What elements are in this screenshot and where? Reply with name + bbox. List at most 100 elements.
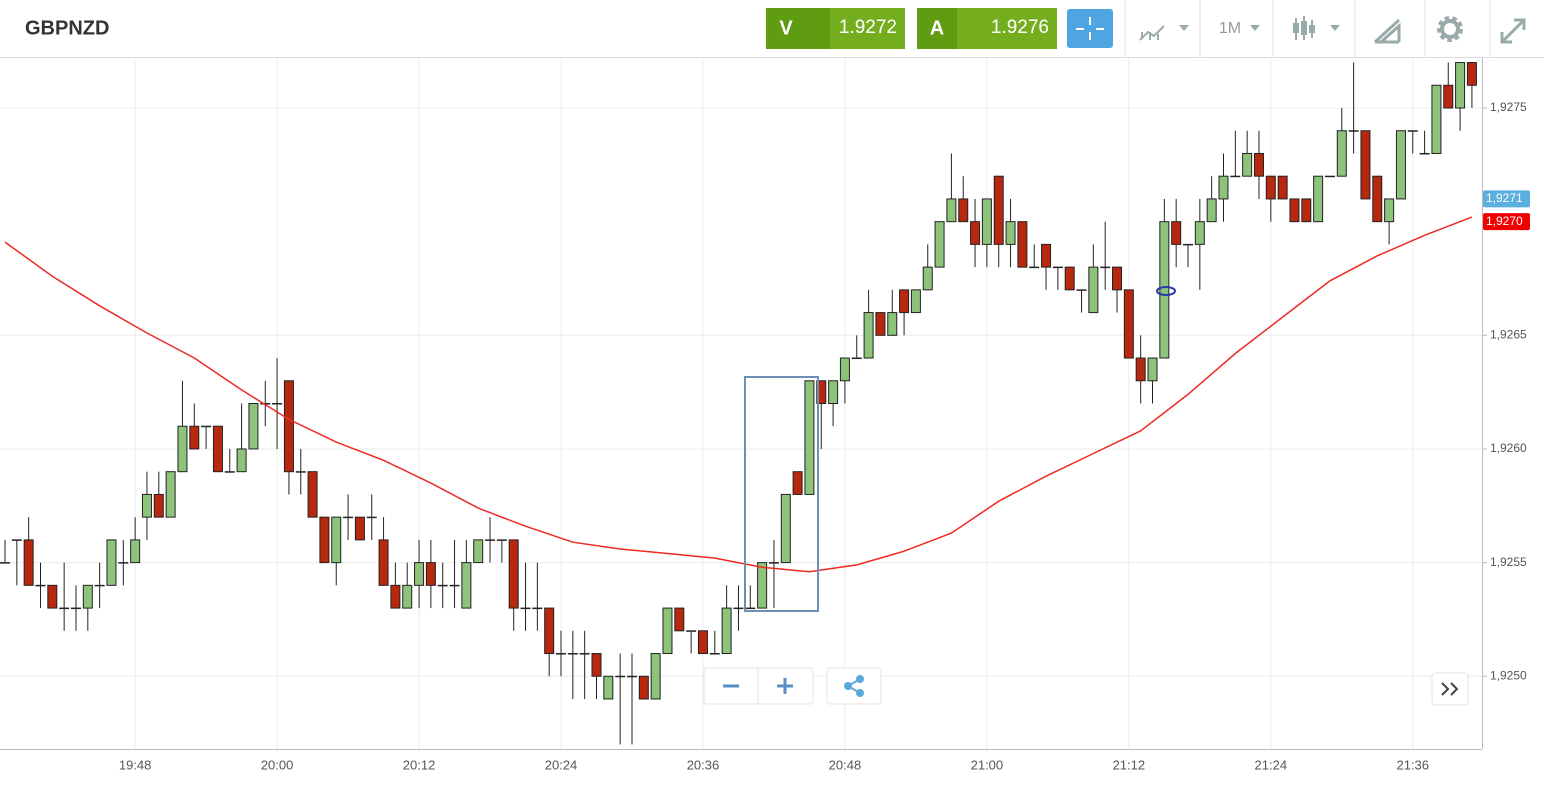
candle-body: [1301, 198, 1312, 223]
y-tick-label: 1,9255: [1490, 555, 1527, 569]
candle-body: [1348, 130, 1359, 132]
candle-body: [272, 403, 283, 405]
candle-body: [863, 312, 874, 359]
candle-body: [946, 198, 957, 223]
candle-body: [496, 539, 507, 541]
candle-body: [1419, 152, 1430, 155]
candle-body: [1194, 221, 1205, 245]
buy-button[interactable]: A 1.9276: [917, 8, 1057, 49]
candle-body: [532, 607, 543, 610]
candle-body: [615, 675, 626, 678]
symbol: GBPNZD: [25, 17, 109, 39]
y-tick-label: 1,9265: [1490, 327, 1527, 341]
candle-body: [508, 539, 519, 609]
moving-average: [4, 216, 1473, 573]
candle-body: [804, 380, 815, 495]
chart-type-body: [1309, 25, 1315, 33]
candle-body: [354, 516, 365, 541]
candle-body: [875, 312, 886, 336]
chart-type-button[interactable]: [1293, 16, 1340, 40]
candle-body: [1443, 84, 1454, 109]
x-tick-label: 20:00: [261, 757, 294, 772]
candle-body: [1076, 289, 1087, 291]
x-tick-label: 20:12: [403, 757, 436, 772]
candle-body: [1005, 221, 1016, 245]
candle-body: [118, 562, 129, 564]
candle-body: [603, 675, 614, 700]
candle-body: [1336, 130, 1347, 177]
candle-body: [1313, 175, 1324, 223]
zoom-in[interactable]: [777, 678, 793, 694]
price-marker-label: 1,9270: [1486, 214, 1523, 228]
candle-body: [1372, 175, 1383, 223]
candle-body: [626, 675, 637, 678]
candle-body: [319, 516, 330, 564]
candle-body: [1253, 152, 1264, 177]
candle-body: [910, 289, 921, 314]
candle-body: [1455, 62, 1466, 109]
candle-body: [141, 493, 152, 518]
fullscreen-button[interactable]: [1500, 18, 1526, 44]
candle-body: [970, 221, 981, 245]
candle-body: [839, 357, 850, 382]
candle-body: [556, 653, 567, 655]
candle-body: [402, 584, 413, 609]
candle-body: [189, 425, 200, 450]
candle-body: [520, 607, 531, 610]
candle-body: [579, 653, 590, 655]
candle-body: [307, 471, 318, 518]
candle-body: [674, 607, 685, 632]
candle-body: [638, 675, 649, 700]
candle-body: [1289, 198, 1300, 223]
candle-body: [1088, 266, 1099, 314]
settings-button[interactable]: [1437, 16, 1463, 42]
candle-body: [201, 425, 212, 428]
candle-body: [414, 562, 425, 586]
candle-body: [721, 607, 732, 655]
candle-body: [165, 471, 176, 518]
candle-body: [709, 653, 720, 655]
draw-button[interactable]: [1373, 18, 1401, 44]
candle-body: [816, 380, 827, 405]
crosshair-box: [1067, 9, 1113, 48]
crosshair-button[interactable]: [1067, 9, 1113, 48]
candle-body: [1324, 175, 1335, 178]
sell-price: 1.9272: [839, 17, 897, 38]
candle-body: [94, 584, 105, 587]
candle-body: [757, 562, 768, 609]
candle-body: [1052, 266, 1063, 269]
settings-ring: [1440, 19, 1460, 39]
candle-body: [248, 403, 259, 450]
scroll-box: [1431, 672, 1469, 706]
candle-body: [283, 380, 294, 473]
candle-body: [697, 630, 708, 655]
candle-body: [1123, 289, 1134, 359]
candle-body: [59, 607, 70, 610]
timeframe-button[interactable]: 1M: [1219, 20, 1260, 37]
candle-body: [366, 516, 377, 519]
share-dot: [844, 682, 852, 690]
candle-body: [47, 584, 58, 609]
x-tick-label: 19:48: [119, 757, 152, 772]
candle-body: [153, 493, 164, 518]
candle-body: [236, 448, 247, 473]
sell-button[interactable]: V 1.9272: [766, 8, 905, 49]
indicator-button[interactable]: [1139, 25, 1189, 41]
crosshair-icon: [1076, 17, 1104, 40]
scroll-icon: [1441, 682, 1459, 696]
scroll-button[interactable]: [1431, 672, 1469, 706]
sell-label: V: [779, 17, 793, 39]
share-dot: [856, 689, 864, 697]
candle-body: [449, 584, 460, 587]
candle-body: [82, 584, 93, 609]
candle-body: [591, 653, 602, 677]
x-tick-label: 20:36: [687, 757, 720, 772]
candle-body: [1242, 152, 1253, 177]
share-dot: [856, 675, 864, 683]
candle-body: [1395, 130, 1406, 200]
candle-body: [437, 584, 448, 587]
candle-body: [544, 607, 555, 655]
marker-ellipse: [1156, 286, 1176, 296]
